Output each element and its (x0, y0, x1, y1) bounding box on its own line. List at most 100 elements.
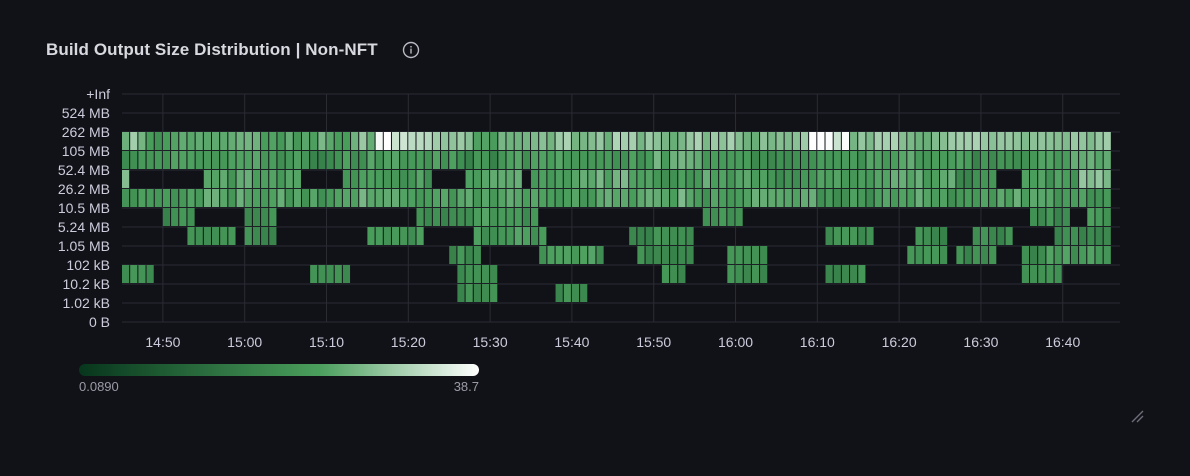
heatmap-cell[interactable] (1046, 151, 1054, 169)
heatmap-cell[interactable] (809, 151, 817, 169)
heatmap-cell[interactable] (784, 151, 792, 169)
heatmap-cell[interactable] (211, 189, 220, 207)
heatmap-cell[interactable] (637, 151, 645, 169)
heatmap-cell[interactable] (751, 265, 760, 283)
heatmap-cell[interactable] (915, 246, 923, 264)
heatmap-cell[interactable] (580, 189, 588, 207)
heatmap-cell[interactable] (760, 132, 768, 150)
heatmap-cell[interactable] (130, 189, 138, 207)
heatmap-cell[interactable] (171, 151, 179, 169)
heatmap-cell[interactable] (342, 170, 351, 188)
heatmap-cell[interactable] (277, 189, 285, 207)
heatmap-cell[interactable] (800, 189, 809, 207)
heatmap-cell[interactable] (441, 189, 449, 207)
heatmap-cell[interactable] (727, 246, 735, 264)
heatmap-cell[interactable] (522, 227, 531, 245)
heatmap-cell[interactable] (441, 151, 449, 169)
heatmap-cells[interactable] (122, 132, 1111, 302)
heatmap-cell[interactable] (203, 227, 211, 245)
heatmap-cell[interactable] (1021, 189, 1030, 207)
heatmap-cell[interactable] (612, 151, 620, 169)
heatmap-cell[interactable] (514, 227, 522, 245)
heatmap-cell[interactable] (481, 132, 490, 150)
heatmap-cell[interactable] (244, 227, 252, 245)
heatmap-cell[interactable] (1054, 227, 1062, 245)
heatmap-cell[interactable] (228, 189, 236, 207)
heatmap-cell[interactable] (179, 132, 187, 150)
heatmap-cell[interactable] (940, 170, 948, 188)
heatmap-cell[interactable] (1021, 265, 1030, 283)
heatmap-cell[interactable] (588, 246, 596, 264)
heatmap-cell[interactable] (416, 132, 424, 150)
heatmap-cell[interactable] (661, 189, 670, 207)
heatmap-cell[interactable] (735, 170, 743, 188)
heatmap-cell[interactable] (1087, 151, 1095, 169)
heatmap-cell[interactable] (367, 170, 375, 188)
heatmap-cell[interactable] (432, 208, 441, 226)
heatmap-cell[interactable] (490, 208, 498, 226)
heatmap-cell[interactable] (555, 132, 563, 150)
heatmap-cell[interactable] (948, 132, 956, 150)
heatmap-cell[interactable] (179, 189, 187, 207)
heatmap-cell[interactable] (948, 189, 956, 207)
heatmap-cell[interactable] (481, 265, 490, 283)
heatmap-cell[interactable] (907, 170, 915, 188)
heatmap-cell[interactable] (931, 246, 940, 264)
heatmap-cell[interactable] (833, 227, 841, 245)
heatmap-cell[interactable] (882, 170, 890, 188)
heatmap-cell[interactable] (1095, 246, 1103, 264)
heatmap-cell[interactable] (236, 170, 244, 188)
heatmap-cell[interactable] (858, 170, 866, 188)
heatmap-cell[interactable] (261, 208, 269, 226)
heatmap-cell[interactable] (841, 265, 850, 283)
heatmap-cell[interactable] (686, 189, 694, 207)
heatmap-cell[interactable] (661, 151, 670, 169)
heatmap-cell[interactable] (522, 132, 531, 150)
heatmap-cell[interactable] (162, 208, 171, 226)
heatmap-cell[interactable] (874, 170, 882, 188)
heatmap-cell[interactable] (465, 151, 473, 169)
heatmap-cell[interactable] (1062, 246, 1070, 264)
heatmap-cell[interactable] (1087, 246, 1095, 264)
heatmap-cell[interactable] (899, 151, 907, 169)
heatmap-cell[interactable] (833, 170, 841, 188)
heatmap-cell[interactable] (972, 227, 980, 245)
heatmap-cell[interactable] (890, 151, 899, 169)
heatmap-cell[interactable] (171, 132, 179, 150)
heatmap-cell[interactable] (817, 132, 825, 150)
heatmap-cell[interactable] (408, 151, 416, 169)
heatmap-cell[interactable] (678, 227, 686, 245)
heatmap-cell[interactable] (1103, 246, 1111, 264)
heatmap-cell[interactable] (1070, 189, 1079, 207)
heatmap-cell[interactable] (490, 132, 498, 150)
heatmap-cell[interactable] (874, 151, 882, 169)
heatmap-cell[interactable] (252, 170, 261, 188)
heatmap-cell[interactable] (473, 132, 481, 150)
heatmap-cell[interactable] (130, 265, 138, 283)
heatmap-cell[interactable] (522, 189, 531, 207)
heatmap-cell[interactable] (261, 132, 269, 150)
heatmap-cell[interactable] (473, 265, 481, 283)
heatmap-cell[interactable] (252, 208, 261, 226)
heatmap-cell[interactable] (1046, 132, 1054, 150)
heatmap-cell[interactable] (940, 189, 948, 207)
heatmap-cell[interactable] (890, 170, 899, 188)
heatmap-cell[interactable] (400, 189, 408, 207)
heatmap-cell[interactable] (792, 132, 800, 150)
heatmap-cell[interactable] (481, 284, 490, 302)
heatmap-cell[interactable] (1046, 208, 1054, 226)
heatmap-cell[interactable] (539, 132, 547, 150)
heatmap-cell[interactable] (473, 246, 481, 264)
heatmap-cell[interactable] (1021, 151, 1030, 169)
heatmap-cell[interactable] (1095, 208, 1103, 226)
heatmap-cell[interactable] (678, 189, 686, 207)
heatmap-cell[interactable] (850, 151, 858, 169)
heatmap-cell[interactable] (326, 189, 334, 207)
heatmap-cell[interactable] (899, 189, 907, 207)
heatmap-cell[interactable] (539, 189, 547, 207)
heatmap-cell[interactable] (972, 151, 980, 169)
heatmap-cell[interactable] (800, 170, 809, 188)
heatmap-cell[interactable] (710, 151, 719, 169)
heatmap-cell[interactable] (825, 151, 833, 169)
heatmap-cell[interactable] (899, 132, 907, 150)
